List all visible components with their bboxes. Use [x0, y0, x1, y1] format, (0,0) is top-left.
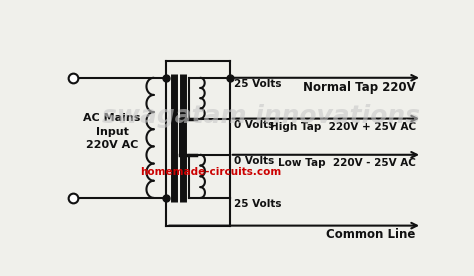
Text: Low Tap  220V - 25V AC: Low Tap 220V - 25V AC — [278, 158, 416, 168]
Text: swagatam innovations: swagatam innovations — [102, 104, 420, 128]
Text: 0 Volts: 0 Volts — [234, 120, 274, 130]
Text: Normal Tap 220V: Normal Tap 220V — [303, 81, 416, 94]
Text: 0 Volts: 0 Volts — [234, 156, 274, 166]
Text: 25 Volts: 25 Volts — [234, 79, 281, 89]
Text: High Tap  220V + 25V AC: High Tap 220V + 25V AC — [270, 122, 416, 132]
Text: Common Line: Common Line — [327, 228, 416, 241]
Text: AC Mains
Input
220V AC: AC Mains Input 220V AC — [83, 113, 141, 150]
Text: 25 Volts: 25 Volts — [234, 200, 281, 209]
Text: homemade-circuits.com: homemade-circuits.com — [140, 168, 281, 177]
